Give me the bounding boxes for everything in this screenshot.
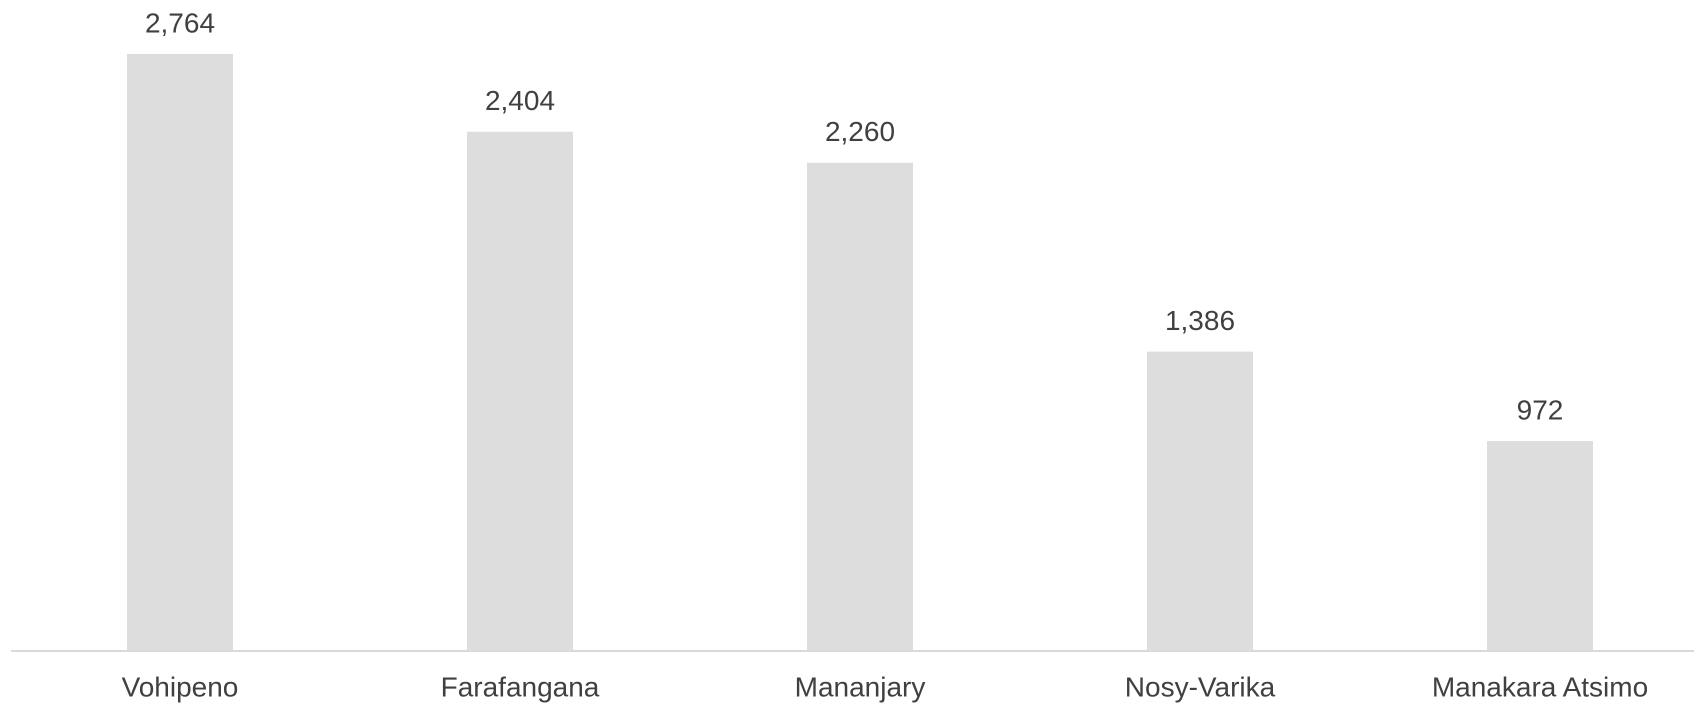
x-tick-label: Farafangana (441, 671, 600, 702)
bar (127, 53, 233, 651)
x-tick-label: Manakara Atsimo (1432, 671, 1648, 702)
bar (807, 162, 913, 651)
bar (1147, 351, 1253, 651)
x-tick-label: Vohipeno (122, 671, 239, 702)
bar (1487, 441, 1593, 651)
data-label: 1,386 (1165, 305, 1235, 336)
x-tick-label: Nosy-Varika (1125, 671, 1276, 702)
x-tick-label: Mananjary (795, 671, 926, 702)
data-label: 2,764 (145, 7, 215, 38)
data-label: 2,260 (825, 116, 895, 147)
data-label: 972 (1517, 394, 1564, 425)
data-label: 2,404 (485, 85, 555, 116)
bar (467, 131, 573, 652)
